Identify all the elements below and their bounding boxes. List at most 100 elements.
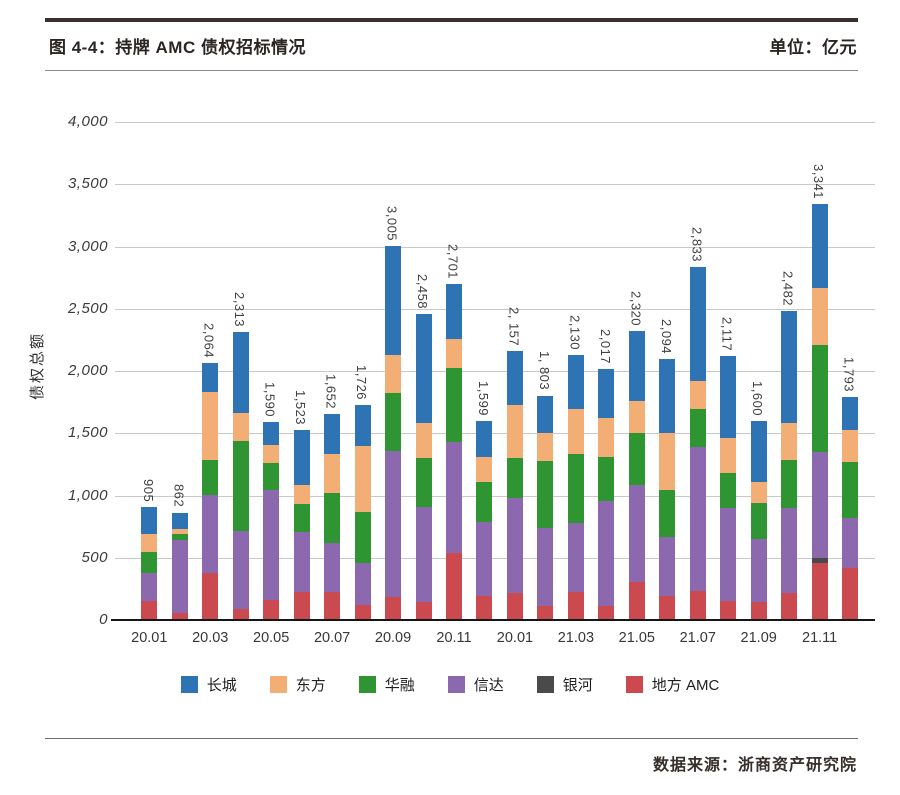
x-tick-label: 21.03: [557, 630, 595, 646]
bar-segment-华融: [659, 490, 676, 537]
bar-segment-信达: [689, 446, 706, 591]
gridline-2500: [115, 308, 875, 310]
y-tick-label: 3,000: [67, 237, 108, 255]
bar-segment-地方 AMC: [415, 601, 432, 620]
legend-label: 华融: [384, 677, 415, 694]
bar-total-label: 905: [140, 479, 156, 503]
gridline-2000: [115, 371, 875, 372]
bar-total-label: 2,064: [201, 323, 217, 359]
bar-segment-东方: [324, 454, 341, 494]
bar-segment-华融: [293, 504, 310, 532]
bar-segment-地方 AMC: [720, 601, 737, 620]
y-tick-label: 1,000: [67, 486, 108, 504]
legend-label: 长城: [206, 677, 237, 694]
bar-segment-东方: [537, 432, 554, 462]
gridline-1500: [115, 433, 875, 435]
legend-swatch-icon: [447, 676, 465, 693]
bar-segment-长城: [385, 245, 402, 356]
bar-segment-长城: [842, 396, 859, 431]
bar-segment-长城: [506, 351, 523, 406]
bar-segment-华融: [689, 409, 706, 447]
bar-total-label: 2,130: [567, 314, 583, 350]
legend-label: 银河: [562, 677, 593, 694]
bar-segment-华融: [171, 534, 188, 541]
bar-segment-长城: [293, 430, 310, 486]
gridline-500: [115, 557, 875, 559]
bar-total-label: 2,701: [445, 243, 461, 279]
header-divider: [45, 70, 858, 71]
x-axis-line: [111, 619, 875, 621]
bar-total-label: 2,117: [719, 317, 735, 352]
bar-segment-信达: [628, 485, 645, 582]
bar-segment-东方: [263, 445, 280, 463]
bar-segment-地方 AMC: [446, 552, 462, 620]
top-rule: [45, 18, 858, 22]
bar-segment-华融: [324, 493, 341, 543]
legend-swatch-icon: [358, 676, 376, 693]
gridline-3500: [115, 184, 875, 186]
bar-segment-华融: [232, 441, 249, 531]
bar-segment-长城: [476, 420, 493, 458]
bar-segment-地方 AMC: [567, 591, 584, 620]
bar-segment-地方 AMC: [232, 609, 249, 620]
bar-segment-华融: [476, 482, 493, 522]
bar-total-label: 2,320: [628, 291, 644, 327]
bar-segment-华融: [781, 460, 798, 509]
y-tick-label: 3,500: [67, 175, 108, 193]
bar-segment-信达: [720, 508, 737, 602]
bar-segment-华融: [385, 392, 402, 451]
bar-total-label: 2,094: [658, 319, 674, 355]
y-tick-label: 2,500: [67, 299, 108, 317]
bar-segment-华融: [811, 345, 828, 452]
bar-segment-地方 AMC: [689, 591, 706, 620]
bar-segment-东方: [506, 405, 523, 459]
data-source: 数据来源：浙商资产研究院: [652, 757, 857, 774]
bar-segment-东方: [232, 413, 249, 442]
y-tick-label: 2,000: [67, 362, 108, 379]
bar-segment-信达: [354, 563, 371, 606]
bar-segment-地方 AMC: [537, 606, 554, 620]
x-tick-label: 20.03: [192, 630, 229, 646]
bar-segment-华融: [598, 456, 615, 502]
bar-segment-东方: [811, 287, 828, 346]
legend-label: 地方 AMC: [651, 677, 720, 694]
x-tick-label: 20.01: [131, 630, 168, 646]
bar-segment-长城: [781, 311, 798, 424]
bar-segment-长城: [446, 283, 462, 340]
bar-total-label: 2, 157: [506, 307, 522, 347]
bar-segment-东方: [354, 446, 371, 512]
bar-segment-信达: [263, 490, 280, 601]
bar-segment-地方 AMC: [293, 591, 310, 620]
chart-title: 图 4-4：持牌 AMC 债权招标情况: [49, 38, 306, 57]
legend-item-华融: 华融: [358, 674, 415, 695]
bar-segment-长城: [689, 267, 706, 382]
bar-total-label: 2,482: [780, 270, 796, 306]
x-tick-label: 21.11: [802, 630, 838, 646]
plot-area: 905 862 2,064 2,313 1,590 1,523 1,652 1,726 3,00…: [115, 122, 875, 646]
bar-segment-信达: [324, 542, 341, 592]
x-tick-label: 20.05: [253, 630, 290, 646]
bar-total-label: 1,600: [750, 380, 766, 416]
bar-total-label: 1,726: [354, 365, 370, 401]
legend-swatch-icon: [180, 676, 198, 693]
bar-segment-信达: [506, 498, 523, 593]
gridline-1000: [115, 495, 875, 497]
bar-segment-地方 AMC: [476, 595, 493, 620]
legend-label: 信达: [473, 677, 504, 694]
bar-total-label: 1,523: [293, 390, 309, 426]
bar-segment-信达: [171, 540, 188, 614]
bar-segment-华融: [537, 461, 554, 529]
x-tick-label: 21.09: [740, 630, 777, 646]
bar-total-label: 3,341: [811, 164, 827, 200]
bar-segment-东方: [659, 433, 676, 491]
bar-segment-长城: [415, 313, 432, 423]
legend-item-信达: 信达: [447, 674, 504, 695]
bar-segment-东方: [293, 485, 310, 505]
bar-total-label: 1,793: [841, 356, 857, 392]
bar-segment-东方: [842, 430, 859, 462]
bar-segment-地方 AMC: [811, 563, 828, 620]
bar-segment-东方: [141, 534, 158, 553]
bar-segment-华融: [506, 458, 523, 499]
bar-segment-长城: [567, 354, 584, 410]
x-tick-label: 20.09: [374, 630, 412, 646]
